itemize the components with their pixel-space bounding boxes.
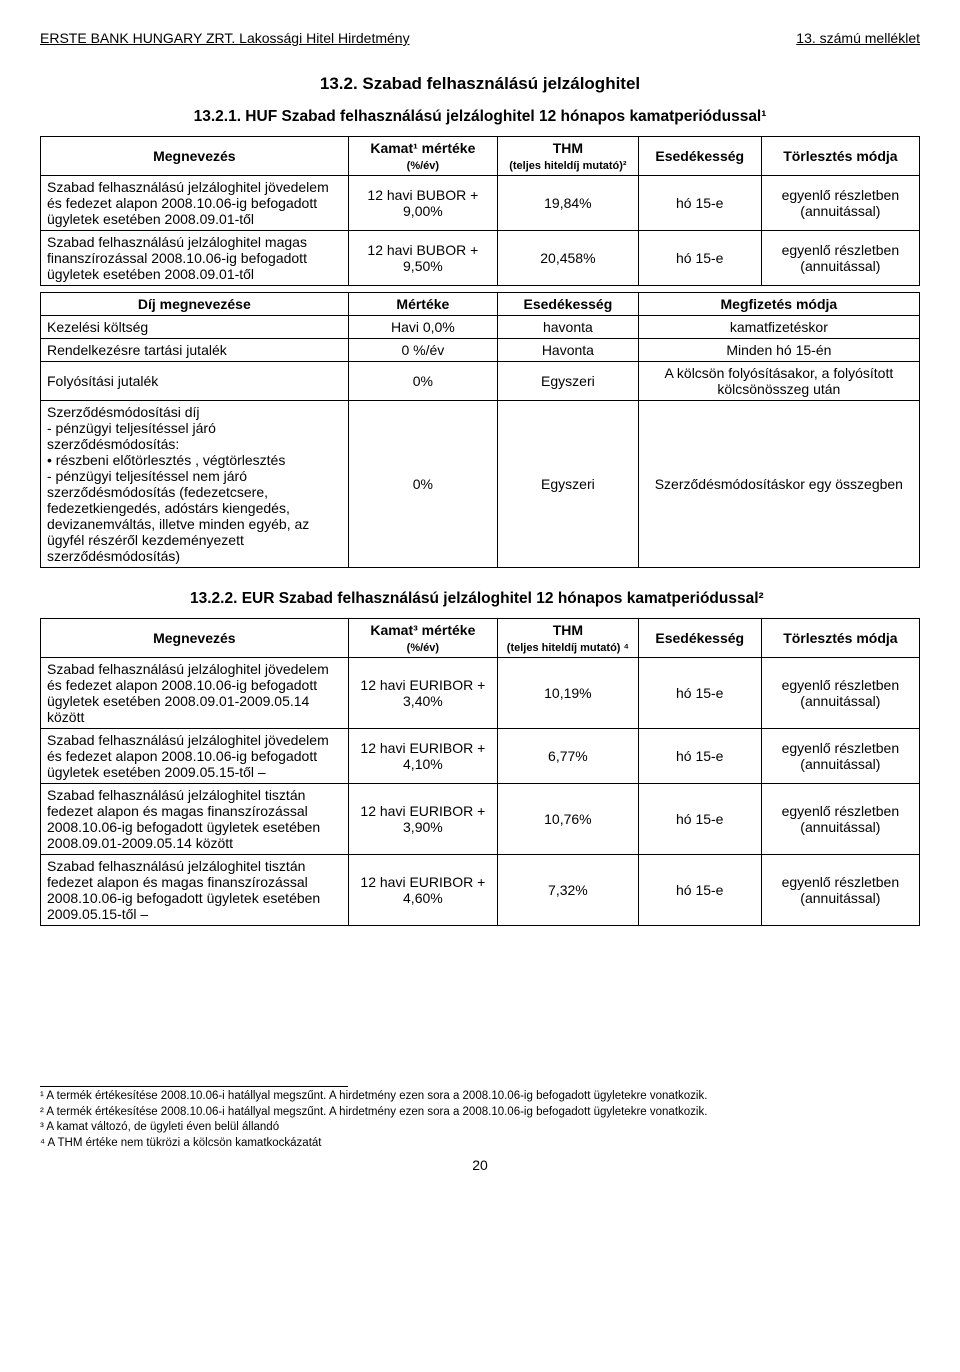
cell-name: Szabad felhasználású jelzáloghitel magas… xyxy=(41,231,349,286)
cell-name: Szabad felhasználású jelzáloghitel jöved… xyxy=(41,729,349,784)
footnote-line: ¹ A termék értékesítése 2008.10.06-i hat… xyxy=(40,1089,920,1105)
cell-due: hó 15-e xyxy=(638,855,761,926)
cell-fee-due: Egyszeri xyxy=(498,401,639,568)
cell-fee-pay: kamatfizetéskor xyxy=(638,316,919,339)
cell-fee-rate: Havi 0,0% xyxy=(348,316,497,339)
cell-fee-due: havonta xyxy=(498,316,639,339)
cell-pay: egyenlő részletben (annuitással) xyxy=(761,855,919,926)
th-fee-pay: Megfizetés módja xyxy=(638,293,919,316)
cell-fee-pay: Szerződésmódosításkor egy összegben xyxy=(638,401,919,568)
table-row: Szabad felhasználású jelzáloghitel jöved… xyxy=(41,176,920,231)
th-fee-rate: Mértéke xyxy=(348,293,497,316)
th-thm-sub: (teljes hiteldíj mutató)² xyxy=(509,160,626,172)
section-title: 13.2. Szabad felhasználású jelzáloghitel xyxy=(40,74,920,94)
cell-name: Szabad felhasználású jelzáloghitel jöved… xyxy=(41,176,349,231)
th-pay: Törlesztés módja xyxy=(761,137,919,176)
cell-pay: egyenlő részletben (annuitással) xyxy=(761,231,919,286)
th2-thm-label: THM xyxy=(553,622,583,638)
table-row: Szabad felhasználású jelzáloghitel jöved… xyxy=(41,729,920,784)
footnote-line: ² A termék értékesítése 2008.10.06-i hat… xyxy=(40,1105,920,1121)
th-thm-label: THM xyxy=(553,140,583,156)
cell-fee-name: Kezelési költség xyxy=(41,316,349,339)
cell-pay: egyenlő részletben (annuitással) xyxy=(761,658,919,729)
th-thm: THM (teljes hiteldíj mutató)² xyxy=(498,137,639,176)
cell-name: Szabad felhasználású jelzáloghitel jöved… xyxy=(41,658,349,729)
table-row: Rendelkezésre tartási jutalék0 %/évHavon… xyxy=(41,339,920,362)
th2-thm-sub: (teljes hiteldíj mutató) ⁴ xyxy=(507,642,629,654)
th2-rate: Kamat³ mértéke (%/év) xyxy=(348,619,497,658)
th2-pay: Törlesztés módja xyxy=(761,619,919,658)
th2-name: Megnevezés xyxy=(41,619,349,658)
th-rate-sub: (%/év) xyxy=(407,160,439,172)
footnote-line: ⁴ A THM értéke nem tükrözi a kölcsön kam… xyxy=(40,1136,920,1152)
cell-fee-due: Havonta xyxy=(498,339,639,362)
cell-fee-pay: A kölcsön folyósításakor, a folyósított … xyxy=(638,362,919,401)
table-row: Folyósítási jutalék0%EgyszeriA kölcsön f… xyxy=(41,362,920,401)
cell-fee-rate: 0% xyxy=(348,401,497,568)
table-row: Szabad felhasználású jelzáloghitel tiszt… xyxy=(41,784,920,855)
cell-name: Szabad felhasználású jelzáloghitel tiszt… xyxy=(41,784,349,855)
cell-thm: 6,77% xyxy=(498,729,639,784)
th2-rate-sub: (%/év) xyxy=(407,642,439,654)
table-row: Szerződésmódosítási díj- pénzügyi teljes… xyxy=(41,401,920,568)
header-right: 13. számú melléklet xyxy=(796,30,920,46)
th2-due: Esedékesség xyxy=(638,619,761,658)
table-row: Szabad felhasználású jelzáloghitel jöved… xyxy=(41,658,920,729)
cell-thm: 20,458% xyxy=(498,231,639,286)
table-row: Szabad felhasználású jelzáloghitel magas… xyxy=(41,231,920,286)
th-fee-name: Díj megnevezése xyxy=(41,293,349,316)
cell-due: hó 15-e xyxy=(638,176,761,231)
th-rate-label: Kamat¹ mértéke xyxy=(370,140,475,156)
cell-rate: 12 havi EURIBOR + 3,90% xyxy=(348,784,497,855)
header-left: ERSTE BANK HUNGARY ZRT. Lakossági Hitel … xyxy=(40,30,410,46)
cell-rate: 12 havi BUBOR + 9,50% xyxy=(348,231,497,286)
cell-fee-name: Folyósítási jutalék xyxy=(41,362,349,401)
cell-rate: 12 havi EURIBOR + 4,10% xyxy=(348,729,497,784)
cell-thm: 10,76% xyxy=(498,784,639,855)
rates-table-1: Megnevezés Kamat¹ mértéke (%/év) THM (te… xyxy=(40,136,920,286)
cell-due: hó 15-e xyxy=(638,729,761,784)
table-row: Szabad felhasználású jelzáloghitel tiszt… xyxy=(41,855,920,926)
cell-due: hó 15-e xyxy=(638,231,761,286)
cell-name: Szabad felhasználású jelzáloghitel tiszt… xyxy=(41,855,349,926)
page-number: 20 xyxy=(40,1157,920,1173)
cell-pay: egyenlő részletben (annuitással) xyxy=(761,784,919,855)
th-name: Megnevezés xyxy=(41,137,349,176)
cell-fee-rate: 0 %/év xyxy=(348,339,497,362)
page-header: ERSTE BANK HUNGARY ZRT. Lakossági Hitel … xyxy=(40,30,920,46)
table-row: Kezelési költségHavi 0,0%havontakamatfiz… xyxy=(41,316,920,339)
th2-thm: THM (teljes hiteldíj mutató) ⁴ xyxy=(498,619,639,658)
cell-fee-name: Szerződésmódosítási díj- pénzügyi teljes… xyxy=(41,401,349,568)
rates-table-2: Megnevezés Kamat³ mértéke (%/év) THM (te… xyxy=(40,618,920,926)
cell-thm: 10,19% xyxy=(498,658,639,729)
footnote-line: ³ A kamat változó, de ügyleti éven belül… xyxy=(40,1120,920,1136)
subsection2-title: 13.2.2. EUR Szabad felhasználású jelzálo… xyxy=(40,590,920,608)
footnotes: ¹ A termék értékesítése 2008.10.06-i hat… xyxy=(40,1087,920,1151)
cell-fee-pay: Minden hó 15-én xyxy=(638,339,919,362)
cell-rate: 12 havi EURIBOR + 3,40% xyxy=(348,658,497,729)
subsection1-title: 13.2.1. HUF Szabad felhasználású jelzálo… xyxy=(40,108,920,126)
th-fee-due: Esedékesség xyxy=(498,293,639,316)
cell-fee-name: Rendelkezésre tartási jutalék xyxy=(41,339,349,362)
cell-thm: 7,32% xyxy=(498,855,639,926)
th2-rate-label: Kamat³ mértéke xyxy=(370,622,475,638)
cell-fee-rate: 0% xyxy=(348,362,497,401)
cell-pay: egyenlő részletben (annuitással) xyxy=(761,176,919,231)
cell-rate: 12 havi BUBOR + 9,00% xyxy=(348,176,497,231)
cell-due: hó 15-e xyxy=(638,658,761,729)
th-rate: Kamat¹ mértéke (%/év) xyxy=(348,137,497,176)
cell-thm: 19,84% xyxy=(498,176,639,231)
fees-table: Díj megnevezése Mértéke Esedékesség Megf… xyxy=(40,292,920,568)
cell-pay: egyenlő részletben (annuitással) xyxy=(761,729,919,784)
th-due: Esedékesség xyxy=(638,137,761,176)
cell-rate: 12 havi EURIBOR + 4,60% xyxy=(348,855,497,926)
cell-due: hó 15-e xyxy=(638,784,761,855)
cell-fee-due: Egyszeri xyxy=(498,362,639,401)
